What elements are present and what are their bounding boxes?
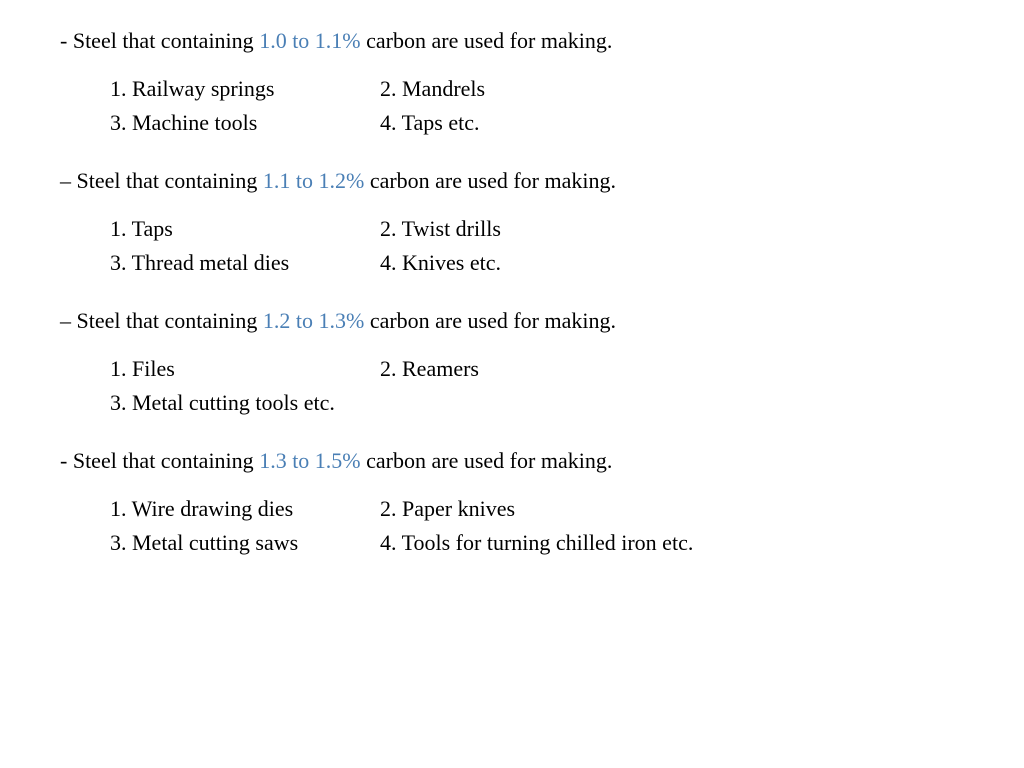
section-heading: - Steel that containing 1.0 to 1.1% carb… [60, 28, 964, 54]
carbon-range: 1.1 to 1.2% [263, 168, 364, 193]
item-list: 1. Railway springs 2. Mandrels 3. Machin… [60, 76, 964, 136]
heading-pre: Steel that containing [73, 28, 259, 53]
bullet: – [60, 168, 77, 193]
list-item: 4. Taps etc. [380, 110, 964, 136]
list-item: 2. Paper knives [380, 496, 964, 522]
heading-pre: Steel that containing [77, 168, 263, 193]
slide-content: - Steel that containing 1.0 to 1.1% carb… [0, 0, 1024, 608]
item-list: 1. Taps 2. Twist drills 3. Thread metal … [60, 216, 964, 276]
list-item: 3. Thread metal dies [110, 250, 380, 276]
carbon-range: 1.3 to 1.5% [259, 448, 360, 473]
list-item: 1. Railway springs [110, 76, 380, 102]
section-heading: – Steel that containing 1.1 to 1.2% carb… [60, 168, 964, 194]
section-3: – Steel that containing 1.2 to 1.3% carb… [60, 308, 964, 416]
list-item: 4. Tools for turning chilled iron etc. [380, 530, 964, 556]
list-item: 3. Metal cutting tools etc. [110, 390, 380, 416]
carbon-range: 1.0 to 1.1% [259, 28, 360, 53]
item-list: 1. Wire drawing dies 2. Paper knives 3. … [60, 496, 964, 556]
heading-post: carbon are used for making. [361, 28, 613, 53]
list-item: 2. Twist drills [380, 216, 964, 242]
section-heading: - Steel that containing 1.3 to 1.5% carb… [60, 448, 964, 474]
item-list: 1. Files 2. Reamers 3. Metal cutting too… [60, 356, 964, 416]
bullet: - [60, 448, 73, 473]
section-4: - Steel that containing 1.3 to 1.5% carb… [60, 448, 964, 556]
list-item: 4. Knives etc. [380, 250, 964, 276]
list-item: 2. Reamers [380, 356, 964, 382]
bullet: – [60, 308, 77, 333]
heading-post: carbon are used for making. [361, 448, 613, 473]
list-item: 1. Files [110, 356, 380, 382]
list-item: 1. Wire drawing dies [110, 496, 380, 522]
list-item [380, 390, 964, 416]
heading-post: carbon are used for making. [364, 168, 616, 193]
list-item: 1. Taps [110, 216, 380, 242]
heading-pre: Steel that containing [77, 308, 263, 333]
heading-pre: Steel that containing [73, 448, 259, 473]
section-2: – Steel that containing 1.1 to 1.2% carb… [60, 168, 964, 276]
section-1: - Steel that containing 1.0 to 1.1% carb… [60, 28, 964, 136]
list-item: 3. Machine tools [110, 110, 380, 136]
bullet: - [60, 28, 73, 53]
list-item: 2. Mandrels [380, 76, 964, 102]
heading-post: carbon are used for making. [364, 308, 616, 333]
list-item: 3. Metal cutting saws [110, 530, 380, 556]
section-heading: – Steel that containing 1.2 to 1.3% carb… [60, 308, 964, 334]
carbon-range: 1.2 to 1.3% [263, 308, 364, 333]
